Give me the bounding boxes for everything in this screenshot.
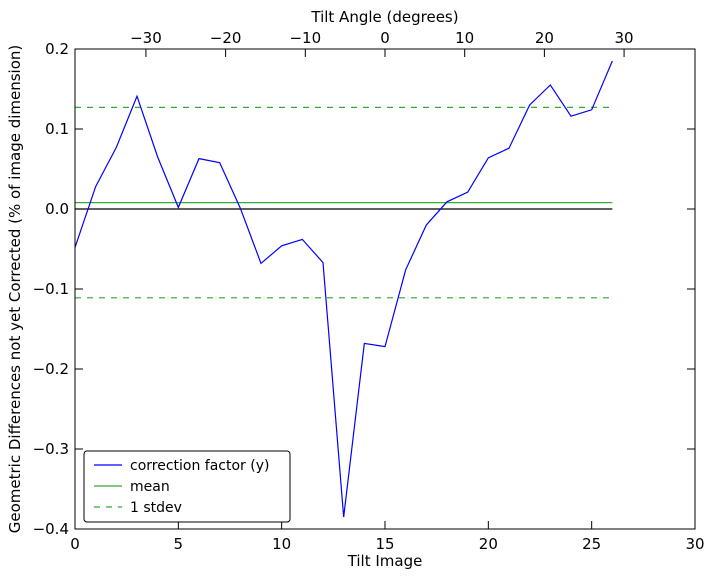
- x-axis-label: Tilt Image: [347, 552, 423, 570]
- legend-box: [83, 450, 291, 523]
- y-tick-label: −0.3: [33, 440, 69, 458]
- x-tick-label: 30: [685, 535, 704, 553]
- y-tick-label: 0.1: [45, 120, 69, 138]
- y-axis-label: Geometric Differences not yet Corrected …: [6, 45, 24, 534]
- x2-tick-label: −20: [210, 29, 242, 47]
- series-line-0: [74, 60, 613, 518]
- legend-label: mean: [130, 479, 170, 495]
- y-tick-label: −0.4: [33, 520, 69, 538]
- y-tick-label: 0.2: [45, 40, 69, 58]
- x2-tick-label: −30: [130, 29, 162, 47]
- y-tick-label: 0.0: [45, 200, 69, 218]
- x2-tick-label: −10: [289, 29, 321, 47]
- y-tick-label: −0.1: [33, 280, 69, 298]
- x-tick-label: 0: [70, 535, 80, 553]
- legend-label: correction factor (y): [130, 458, 269, 474]
- x2-tick-label: 20: [535, 29, 554, 47]
- x-tick-label: 20: [479, 535, 498, 553]
- plot-marks: [74, 60, 613, 518]
- top-x-axis-label: Tilt Angle (degrees): [310, 8, 458, 26]
- x2-tick-label: 0: [380, 29, 390, 47]
- x-tick-label: 25: [582, 535, 601, 553]
- legend: correction factor (y) mean 1 stdev: [83, 450, 291, 523]
- x2-tick-label: 10: [455, 29, 474, 47]
- y-tick-label: −0.2: [33, 360, 69, 378]
- legend-label: 1 stdev: [130, 500, 182, 516]
- x-tick-label: 15: [375, 535, 394, 553]
- x-tick-label: 10: [272, 535, 291, 553]
- x-tick-label: 5: [174, 535, 184, 553]
- axis-ticks: 0 5 10 15 20 25 30 −30 −20 −10 0 10 20 30 −0.4 −0.3 −0.2…: [33, 29, 705, 553]
- x2-tick-label: 30: [615, 29, 634, 47]
